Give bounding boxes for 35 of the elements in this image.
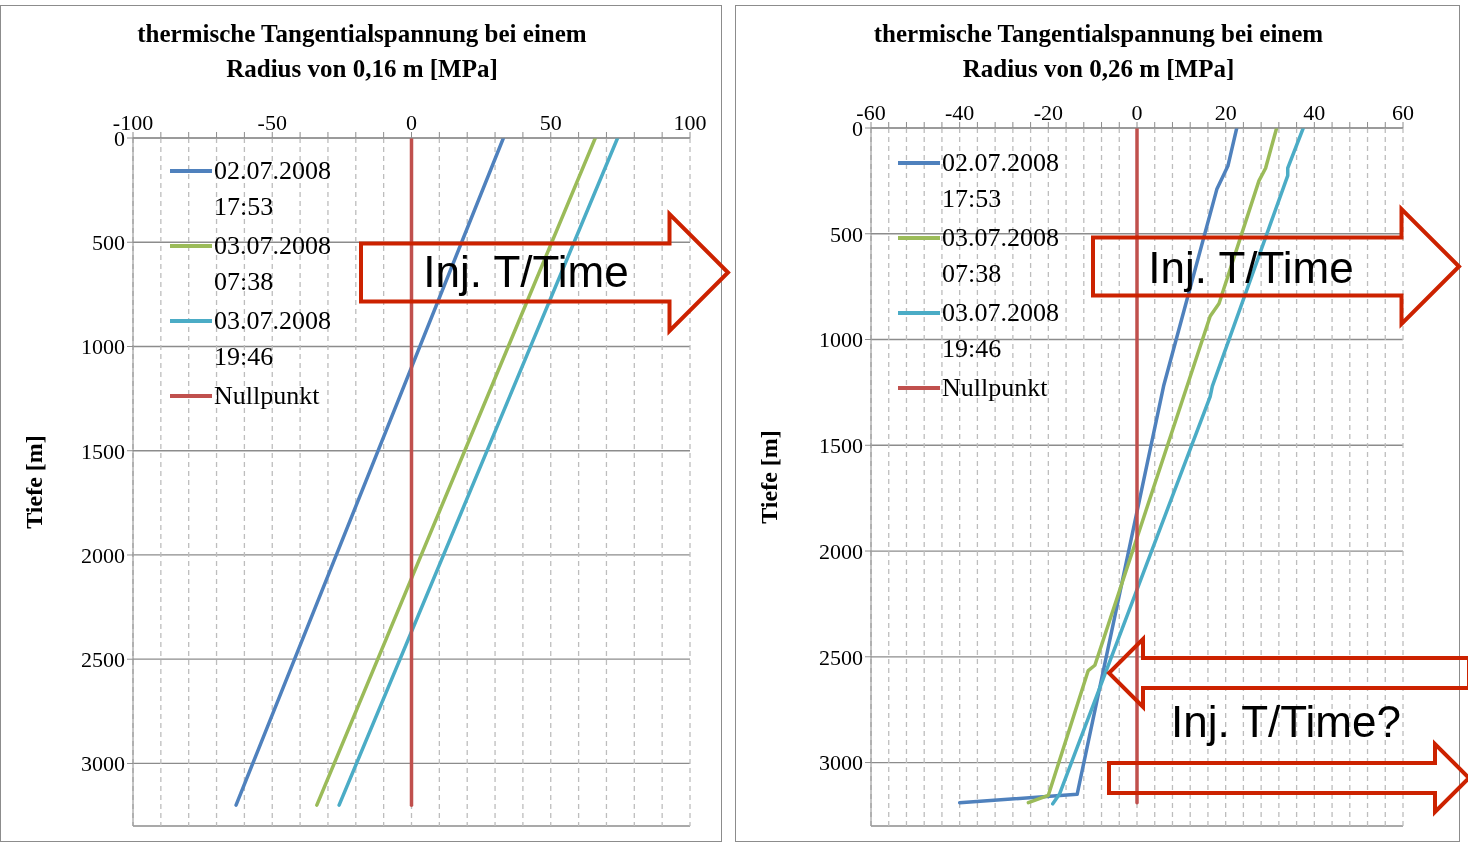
x-tick-label: 60 (1392, 100, 1414, 125)
x-tick-label: 20 (1214, 100, 1237, 125)
chart-title: thermische Tangentialspannung bei einem Radius von 0,26 m [MPa] (872, 19, 1325, 84)
chart-title: thermische Tangentialspannung bei einem Radius von 0,16 m [MPa] (136, 19, 588, 84)
legend-label: 02.07.2008 17:53 (942, 147, 1060, 215)
y-axis-title: Tiefe [m] (20, 435, 47, 529)
y-tick-label: 2500 (819, 644, 863, 670)
y-tick-label: 3000 (81, 751, 125, 777)
x-tick-label: -40 (945, 100, 975, 125)
legend-label: 03.07.2008 07:38 (214, 230, 332, 298)
x-tick-label: -20 (1033, 100, 1063, 125)
y-tick-label: 1500 (81, 438, 125, 464)
annotation: Inj. T/Time? (1171, 697, 1401, 747)
y-tick-label: 1000 (81, 334, 125, 360)
y-tick-label: 3000 (819, 750, 863, 776)
y-tick-label: 1500 (819, 433, 863, 459)
legend-label: 03.07.2008 07:38 (942, 222, 1060, 290)
x-tick-label: -50 (257, 110, 287, 135)
legend-label: Nullpunkt (214, 380, 321, 412)
x-tick-label: 100 (673, 110, 707, 135)
legend-label: 03.07.2008 19:46 (214, 305, 332, 373)
y-tick-label: 2500 (81, 647, 125, 673)
legend-label: 02.07.2008 17:53 (214, 155, 332, 223)
legend-label: 03.07.2008 19:46 (942, 297, 1060, 365)
y-tick-label: 500 (92, 230, 125, 256)
y-tick-label: 2000 (81, 542, 125, 568)
y-tick-label: 500 (830, 221, 863, 247)
x-tick-label: 0 (1131, 100, 1143, 125)
y-tick-label: 1000 (819, 327, 863, 353)
y-tick-label: 2000 (819, 538, 863, 564)
y-axis-title: Tiefe [m] (755, 430, 782, 524)
x-tick-label: 0 (406, 110, 417, 135)
x-tick-label: 40 (1303, 100, 1326, 125)
legend-label: Nullpunkt (942, 372, 1049, 404)
x-tick-label: 50 (539, 110, 562, 135)
